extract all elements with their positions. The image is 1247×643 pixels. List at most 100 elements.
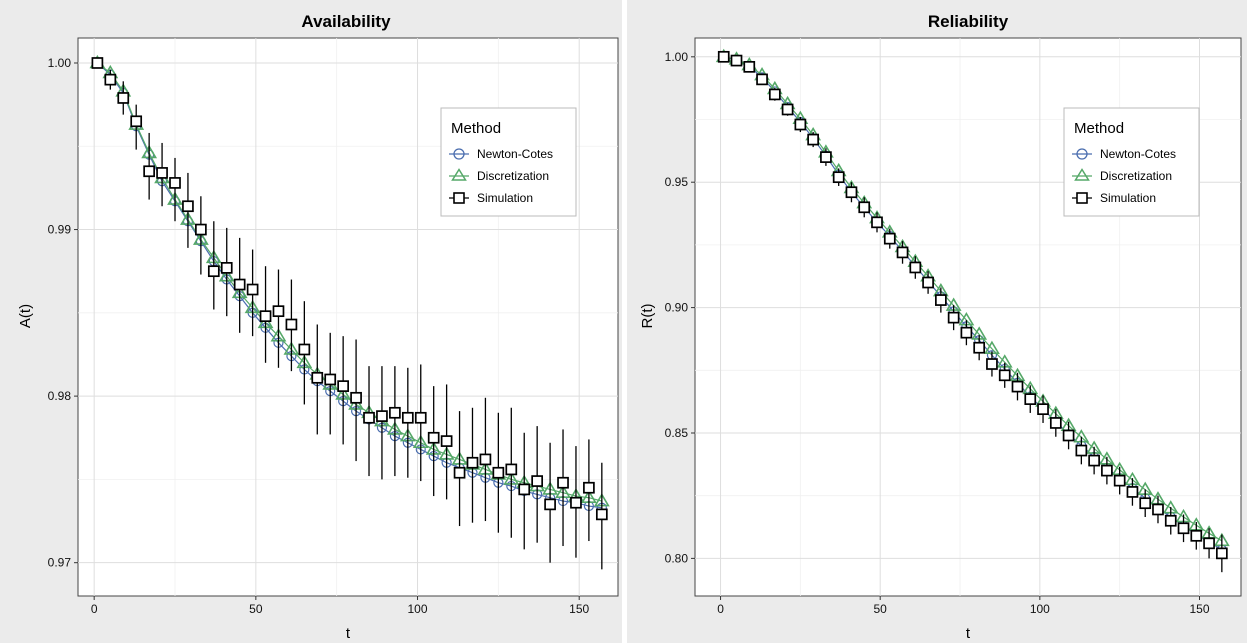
point-simulation bbox=[1164, 514, 1177, 527]
point-simulation bbox=[986, 358, 998, 370]
point-simulation bbox=[1062, 429, 1075, 442]
point-simulation bbox=[730, 54, 743, 67]
point-simulation bbox=[1024, 393, 1037, 405]
point-simulation bbox=[130, 115, 143, 128]
series-line-newton-cotes bbox=[96, 62, 602, 509]
x-tick-label: 50 bbox=[249, 602, 263, 616]
point-simulation bbox=[960, 326, 973, 339]
point-simulation bbox=[1126, 486, 1139, 498]
point-simulation bbox=[298, 343, 311, 356]
point-simulation bbox=[973, 341, 986, 354]
point-simulation bbox=[401, 411, 414, 424]
y-tick-label: 0.80 bbox=[665, 551, 689, 565]
point-simulation bbox=[583, 481, 595, 494]
point-simulation bbox=[1139, 497, 1152, 510]
point-simulation bbox=[337, 380, 349, 392]
point-simulation bbox=[871, 216, 883, 229]
legend-label: Simulation bbox=[477, 191, 533, 205]
point-simulation bbox=[1075, 444, 1088, 457]
point-simulation bbox=[781, 103, 794, 116]
point-simulation bbox=[909, 261, 922, 274]
point-simulation bbox=[1215, 547, 1228, 560]
point-simulation bbox=[220, 262, 233, 274]
point-simulation bbox=[207, 265, 220, 278]
point-simulation bbox=[794, 118, 807, 131]
x-tick-label: 100 bbox=[408, 602, 428, 616]
point-simulation bbox=[1177, 522, 1190, 535]
point-simulation bbox=[947, 311, 960, 324]
point-simulation bbox=[195, 223, 207, 236]
point-simulation bbox=[1011, 380, 1024, 393]
data-layer bbox=[715, 48, 1230, 573]
y-axis-label: R(t) bbox=[639, 304, 656, 329]
point-simulation bbox=[1190, 529, 1203, 542]
legend-item-discretization: Discretization bbox=[1072, 168, 1172, 183]
point-simulation bbox=[531, 475, 544, 487]
legend-item-simulation: Simulation bbox=[1072, 191, 1156, 205]
panel-divider bbox=[622, 0, 627, 643]
y-tick-label: 1.00 bbox=[665, 50, 689, 64]
point-simulation bbox=[557, 476, 569, 489]
y-tick-label: 0.95 bbox=[665, 175, 689, 189]
point-simulation bbox=[350, 391, 362, 404]
point-simulation bbox=[440, 435, 453, 447]
point-simulation bbox=[233, 278, 246, 291]
point-simulation bbox=[845, 186, 858, 199]
point-simulation bbox=[1113, 474, 1126, 487]
legend: Method Newton-Cotes Discretization Simul… bbox=[440, 107, 577, 217]
point-simulation bbox=[858, 201, 871, 214]
x-axis-label: t bbox=[346, 625, 351, 642]
point-simulation bbox=[246, 283, 259, 296]
point-simulation bbox=[544, 498, 556, 511]
y-tick-label: 0.98 bbox=[48, 389, 72, 403]
point-simulation bbox=[883, 232, 896, 245]
x-tick-label: 150 bbox=[569, 602, 589, 616]
legend-item-newton-cotes: Newton-Cotes bbox=[449, 147, 553, 161]
point-simulation bbox=[169, 177, 181, 189]
x-tick-label: 100 bbox=[1030, 602, 1050, 616]
y-tick-label: 0.97 bbox=[48, 556, 72, 570]
chart-title: Availability bbox=[301, 12, 391, 31]
point-simulation bbox=[156, 167, 168, 179]
point-simulation bbox=[595, 508, 608, 521]
legend-label: Discretization bbox=[1100, 169, 1172, 183]
point-simulation bbox=[756, 73, 768, 86]
legend: Method Newton-Cotes Discretization Simul… bbox=[1063, 107, 1200, 217]
legend-label: Simulation bbox=[1100, 191, 1156, 205]
y-tick-label: 0.99 bbox=[48, 223, 72, 237]
chart-title: Reliability bbox=[928, 12, 1009, 31]
legend-label: Newton-Cotes bbox=[1100, 147, 1176, 161]
point-simulation bbox=[389, 406, 401, 419]
point-simulation bbox=[117, 92, 130, 104]
point-simulation bbox=[492, 466, 505, 479]
point-simulation bbox=[768, 88, 781, 101]
y-tick-label: 0.90 bbox=[665, 301, 689, 315]
x-tick-label: 0 bbox=[91, 602, 98, 616]
point-simulation bbox=[104, 73, 117, 86]
point-simulation bbox=[363, 411, 375, 424]
x-tick-label: 0 bbox=[717, 602, 724, 616]
axes: 0 50 100 150 0.80 0.85 0.90 0.95 1.00 bbox=[665, 50, 1210, 616]
point-simulation bbox=[1049, 417, 1062, 429]
legend-item-newton-cotes: Newton-Cotes bbox=[1072, 147, 1176, 161]
y-axis-label: A(t) bbox=[17, 304, 34, 328]
point-simulation bbox=[1037, 403, 1049, 416]
legend-title: Method bbox=[1074, 120, 1124, 137]
point-simulation bbox=[807, 133, 819, 146]
point-simulation bbox=[91, 57, 104, 69]
point-simulation bbox=[479, 453, 492, 466]
point-simulation bbox=[324, 373, 337, 386]
point-simulation bbox=[832, 171, 845, 184]
point-simulation bbox=[922, 276, 934, 289]
axes: 0 50 100 150 0.97 0.98 0.99 1.00 bbox=[48, 56, 590, 616]
x-tick-label: 50 bbox=[874, 602, 888, 616]
point-simulation bbox=[505, 463, 518, 476]
point-simulation bbox=[518, 483, 531, 496]
x-tick-label: 150 bbox=[1189, 602, 1209, 616]
y-tick-label: 1.00 bbox=[48, 56, 72, 70]
point-simulation bbox=[820, 151, 832, 163]
legend-item-discretization: Discretization bbox=[449, 168, 549, 183]
point-simulation bbox=[259, 310, 272, 323]
legend-label: Newton-Cotes bbox=[477, 147, 553, 161]
